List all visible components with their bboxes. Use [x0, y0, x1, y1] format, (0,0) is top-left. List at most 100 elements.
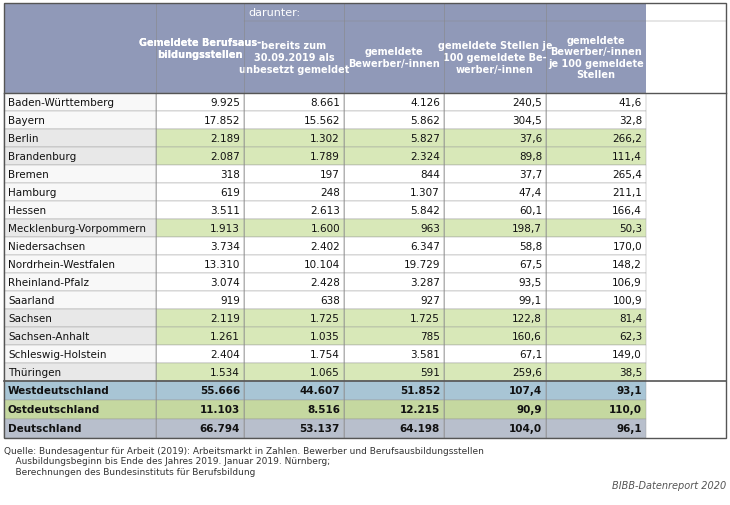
Bar — [444, 94, 546, 112]
Bar — [344, 363, 444, 381]
Bar — [4, 94, 156, 112]
Text: 93,5: 93,5 — [519, 277, 542, 287]
Bar — [244, 184, 344, 201]
Text: Bremen: Bremen — [8, 170, 49, 180]
Bar — [4, 345, 156, 363]
Text: Baden-Württemberg: Baden-Württemberg — [8, 98, 114, 108]
Text: 47,4: 47,4 — [519, 188, 542, 197]
Text: 37,7: 37,7 — [519, 170, 542, 180]
Text: 11.103: 11.103 — [200, 405, 240, 415]
Bar — [156, 166, 244, 184]
Bar — [156, 184, 244, 201]
Bar — [4, 256, 156, 274]
Bar — [344, 94, 444, 112]
Text: 591: 591 — [420, 367, 440, 377]
Text: Westdeutschland: Westdeutschland — [8, 386, 109, 396]
Text: gemeldete Stellen je
100 gemeldete Be-
werber/-innen: gemeldete Stellen je 100 gemeldete Be- w… — [438, 41, 553, 74]
Bar — [4, 201, 156, 220]
Text: Saarland: Saarland — [8, 295, 54, 306]
Text: 32,8: 32,8 — [619, 116, 642, 126]
Bar — [546, 291, 646, 310]
Text: 2.087: 2.087 — [210, 152, 240, 162]
Text: Thüringen: Thüringen — [8, 367, 61, 377]
Bar — [546, 201, 646, 220]
Bar — [244, 147, 344, 166]
Bar — [444, 184, 546, 201]
Bar — [344, 291, 444, 310]
Bar — [156, 381, 244, 400]
Bar — [4, 220, 156, 237]
Text: 10.104: 10.104 — [304, 260, 340, 270]
Bar — [344, 112, 444, 130]
Bar — [4, 130, 156, 147]
Bar — [244, 112, 344, 130]
Bar — [344, 237, 444, 256]
Text: 90,9: 90,9 — [517, 405, 542, 415]
Bar — [344, 130, 444, 147]
Text: 785: 785 — [420, 331, 440, 341]
Text: Schleswig-Holstein: Schleswig-Holstein — [8, 349, 107, 359]
Bar — [244, 4, 646, 22]
Text: 265,4: 265,4 — [612, 170, 642, 180]
Text: 53.137: 53.137 — [299, 424, 340, 434]
Bar — [344, 201, 444, 220]
Bar — [546, 327, 646, 345]
Text: 619: 619 — [220, 188, 240, 197]
Text: 37,6: 37,6 — [519, 134, 542, 144]
Text: 9.925: 9.925 — [210, 98, 240, 108]
Bar — [244, 327, 344, 345]
Text: Berlin: Berlin — [8, 134, 39, 144]
Text: 107,4: 107,4 — [509, 386, 542, 396]
Bar — [546, 419, 646, 438]
Text: 110,0: 110,0 — [609, 405, 642, 415]
Bar — [156, 147, 244, 166]
Text: 927: 927 — [420, 295, 440, 306]
Bar — [244, 256, 344, 274]
Bar — [244, 130, 344, 147]
Bar — [444, 130, 546, 147]
Text: 3.581: 3.581 — [410, 349, 440, 359]
Bar — [244, 400, 344, 419]
Bar — [244, 237, 344, 256]
Text: 5.827: 5.827 — [410, 134, 440, 144]
Text: Mecklenburg-Vorpommern: Mecklenburg-Vorpommern — [8, 224, 146, 233]
Bar — [546, 237, 646, 256]
Text: Hamburg: Hamburg — [8, 188, 56, 197]
Bar — [546, 345, 646, 363]
Text: Deutschland: Deutschland — [8, 424, 82, 434]
Bar — [244, 22, 344, 94]
Bar — [444, 147, 546, 166]
Text: Brandenburg: Brandenburg — [8, 152, 76, 162]
Bar — [546, 130, 646, 147]
Text: 55.666: 55.666 — [200, 386, 240, 396]
Text: 1.725: 1.725 — [310, 314, 340, 323]
Text: 3.287: 3.287 — [410, 277, 440, 287]
Bar — [244, 345, 344, 363]
Bar — [4, 327, 156, 345]
Bar — [156, 94, 244, 112]
Bar — [244, 310, 344, 327]
Text: 50,3: 50,3 — [619, 224, 642, 233]
Text: 2.189: 2.189 — [210, 134, 240, 144]
Bar — [344, 274, 444, 291]
Bar — [444, 201, 546, 220]
Bar — [4, 363, 156, 381]
Text: 51.852: 51.852 — [400, 386, 440, 396]
Text: 1.789: 1.789 — [310, 152, 340, 162]
Text: 60,1: 60,1 — [519, 206, 542, 216]
Text: 1.035: 1.035 — [310, 331, 340, 341]
Bar — [244, 363, 344, 381]
Text: 266,2: 266,2 — [612, 134, 642, 144]
Bar — [444, 400, 546, 419]
Bar — [4, 4, 156, 94]
Bar — [546, 256, 646, 274]
Bar — [444, 274, 546, 291]
Text: 41,6: 41,6 — [619, 98, 642, 108]
Text: 19.729: 19.729 — [404, 260, 440, 270]
Bar — [156, 274, 244, 291]
Text: 3.511: 3.511 — [210, 206, 240, 216]
Text: Gemeldete Berufsaus-
bildungsstellen: Gemeldete Berufsaus- bildungsstellen — [139, 38, 261, 60]
Text: 67,1: 67,1 — [519, 349, 542, 359]
Bar — [546, 22, 646, 94]
Bar — [4, 184, 156, 201]
